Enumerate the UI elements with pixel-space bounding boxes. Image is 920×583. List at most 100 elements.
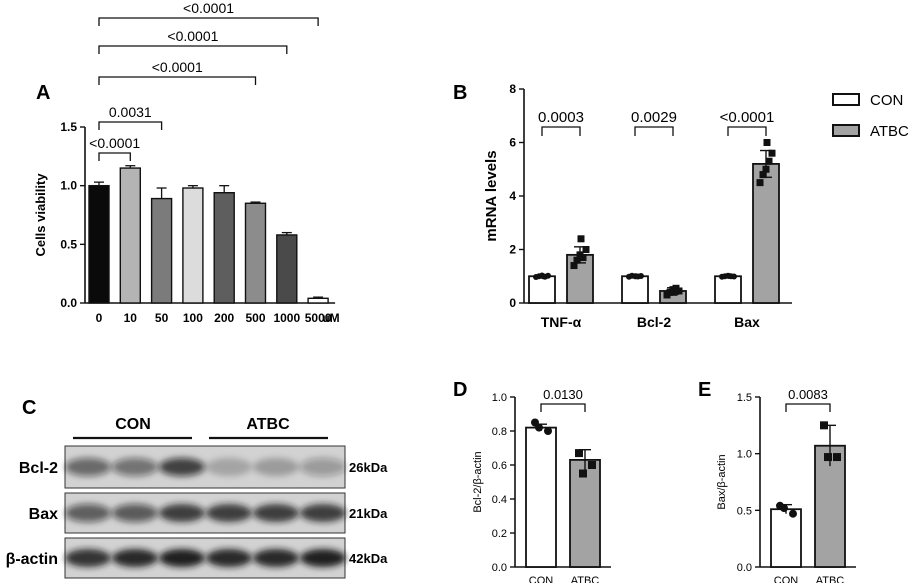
panel-c-western-blot: CON ATBC Bcl-2 26kDa Bax 21kDa β-actin 42kDa: [6, 416, 388, 579]
blot-strip-β-actin: [64, 537, 346, 579]
y-tick-label: 0.4: [492, 494, 507, 506]
data-point: [575, 449, 583, 458]
y-axis-title: Bcl-2/β-actin: [472, 451, 484, 512]
bar-CON: [525, 426, 557, 568]
y-tick-label: 1.0: [492, 392, 507, 404]
y-tick-label: 0: [509, 296, 516, 310]
unit-label: uM: [322, 311, 339, 325]
y-tick-label: 0.5: [737, 505, 752, 517]
blot-band: [206, 458, 252, 476]
y-tick-label: 0.2: [492, 528, 507, 540]
blot-band: [112, 504, 158, 522]
x-tick-label: 0: [96, 311, 103, 325]
significance-bracket: [98, 17, 319, 26]
panel-label-e: E: [698, 379, 711, 401]
data-point: [633, 273, 639, 280]
p-value-label: <0.0001: [183, 0, 234, 16]
bar-CON-Bcl-2: [621, 275, 649, 304]
p-value-label: <0.0001: [167, 28, 218, 44]
blot-strip-Bax: [64, 492, 346, 534]
blot-row-label: Bax: [29, 506, 58, 523]
bar-50: [150, 197, 173, 304]
bar-200: [213, 192, 235, 304]
panel-d-chart: 0.0 0.2 0.4 0.6 0.8 1.0 CON ATBC Bcl-2/β-actin 0.…: [472, 387, 611, 583]
y-tick-label: 1.0: [737, 449, 752, 461]
significance-bracket: [98, 121, 163, 130]
significance-bracket: [785, 403, 831, 412]
y-tick-label: 0.6: [492, 460, 507, 472]
x-tick-label: ATBC: [816, 575, 845, 583]
x-tick-label: CON: [774, 575, 799, 583]
blot-band: [253, 549, 299, 567]
x-tick-label: 5000: [305, 311, 332, 325]
bar-5000: [307, 297, 329, 304]
data-point: [820, 421, 828, 430]
panel-label-c: C: [22, 397, 36, 419]
data-point: [535, 423, 543, 432]
data-point: [570, 262, 578, 270]
y-tick-label: 0.8: [492, 426, 507, 438]
panel-label-b: B: [453, 82, 467, 104]
p-value-label: 0.0003: [538, 109, 584, 126]
data-point: [545, 272, 551, 279]
legend-label: ATBC: [870, 123, 909, 140]
bar-ATBC: [569, 458, 601, 568]
blot-band: [206, 549, 252, 567]
blot-row-label: β-actin: [6, 551, 58, 568]
blot-group-label: ATBC: [246, 416, 290, 433]
bar-0: [88, 184, 110, 304]
data-point: [833, 453, 841, 462]
blot-group-label: CON: [115, 416, 151, 433]
blot-kda-label: 26kDa: [349, 460, 388, 475]
p-value-label: <0.0001: [720, 109, 775, 126]
legend-label: CON: [870, 92, 903, 109]
p-value-label: 0.0130: [543, 387, 583, 402]
y-tick-label: 0.0: [492, 562, 507, 574]
blot-band: [159, 549, 205, 567]
data-point: [638, 272, 644, 279]
y-tick-label: 0.5: [60, 237, 77, 251]
panel-label-d: D: [453, 379, 467, 401]
significance-bracket: [727, 126, 767, 136]
data-point: [588, 461, 596, 469]
data-point: [759, 171, 767, 179]
data-point: [789, 509, 797, 518]
data-point: [731, 273, 737, 280]
blot-band: [65, 504, 111, 522]
y-tick-label: 0.0: [60, 296, 77, 310]
blot-kda-label: 21kDa: [349, 506, 388, 521]
data-point: [762, 165, 770, 173]
data-point: [768, 149, 776, 157]
bar-10: [119, 167, 142, 304]
data-point: [765, 157, 773, 165]
data-point: [670, 288, 678, 296]
data-point: [579, 469, 587, 478]
blot-band: [300, 458, 346, 476]
data-point: [577, 235, 585, 243]
y-tick-label: 1.5: [737, 392, 752, 404]
data-point: [582, 246, 590, 253]
y-axis-title: mRNA levels: [483, 150, 500, 241]
data-point: [540, 273, 546, 280]
p-value-label: <0.0001: [152, 59, 203, 75]
significance-bracket: [634, 126, 674, 136]
panel-label-a: A: [36, 82, 50, 104]
bar-ATBC-Bax: [752, 162, 780, 304]
p-value-label: 0.0083: [788, 387, 828, 402]
blot-kda-label: 42kDa: [349, 551, 388, 566]
blot-strip-Bcl-2: [64, 445, 346, 489]
blot-band: [300, 504, 346, 522]
y-tick-label: 4: [509, 189, 516, 203]
blot-band: [65, 458, 111, 476]
legend-swatch-ATBC: [832, 124, 860, 137]
bar-100: [182, 187, 204, 304]
data-point: [780, 504, 788, 513]
blot-band: [159, 458, 205, 476]
blot-band: [253, 504, 299, 522]
data-point: [726, 272, 732, 279]
y-tick-label: 0.0: [737, 562, 752, 574]
blot-band: [206, 504, 252, 522]
x-tick-label: 50: [155, 311, 169, 325]
significance-bracket: [98, 76, 257, 85]
